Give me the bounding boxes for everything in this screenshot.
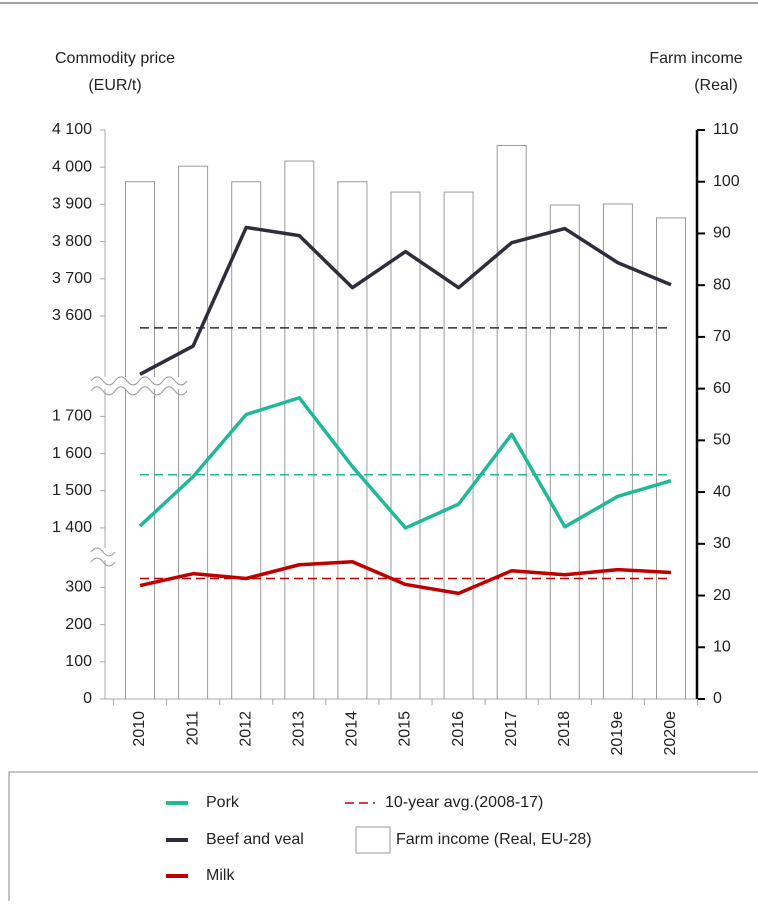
y-tick-label: 3 900 bbox=[52, 196, 92, 213]
legend-label: Beef and veal bbox=[206, 831, 304, 848]
y2-tick-label: 90 bbox=[713, 225, 731, 242]
y-tick-label: 300 bbox=[65, 579, 92, 596]
y-axis-label: (EUR/t) bbox=[88, 77, 141, 94]
y2-axis-label: (Real) bbox=[694, 77, 738, 94]
x-tick-label: 2019e bbox=[609, 711, 626, 756]
y2-tick-label: 50 bbox=[713, 432, 731, 449]
x-tick-label: 2012 bbox=[237, 711, 254, 747]
bar bbox=[231, 181, 262, 700]
y-tick-label: 3 800 bbox=[52, 233, 92, 250]
y2-tick-label: 20 bbox=[713, 587, 731, 604]
y-tick-label: 1 400 bbox=[52, 519, 92, 536]
bar bbox=[178, 165, 209, 700]
bar bbox=[125, 181, 155, 700]
line-series bbox=[138, 396, 672, 530]
y2-tick-label: 110 bbox=[713, 121, 739, 138]
legend-box bbox=[8, 771, 758, 906]
y2-tick-label: 80 bbox=[713, 276, 731, 293]
x-tick-label: 2016 bbox=[450, 711, 467, 747]
legend-swatch bbox=[355, 826, 391, 854]
x-tick-label: 2015 bbox=[397, 711, 414, 747]
y-tick-label: 100 bbox=[65, 653, 92, 670]
axis-break-gap bbox=[103, 376, 193, 389]
y-tick-label: 1 700 bbox=[52, 408, 92, 425]
bar bbox=[337, 181, 368, 700]
line-series bbox=[139, 560, 672, 596]
line-series bbox=[139, 225, 672, 376]
bar bbox=[549, 204, 580, 700]
y-tick-label: 1 600 bbox=[52, 445, 92, 462]
y2-tick-label: 100 bbox=[713, 173, 740, 190]
y2-tick-label: 30 bbox=[713, 535, 731, 552]
y-axis-label: Commodity price bbox=[55, 50, 175, 67]
y2-tick-label: 0 bbox=[713, 690, 722, 707]
x-tick-label: 2013 bbox=[291, 711, 308, 747]
legend-label: Farm income (Real, EU-28) bbox=[396, 831, 592, 848]
y2-axis-label: Farm income bbox=[649, 50, 742, 67]
y2-tick-label: 70 bbox=[713, 328, 731, 345]
x-tick-label: 2017 bbox=[503, 711, 520, 747]
y2-tick-label: 40 bbox=[713, 483, 731, 500]
axis-break-mark bbox=[90, 557, 116, 567]
y-tick-label: 3 700 bbox=[52, 270, 92, 287]
y-tick-label: 4 000 bbox=[52, 158, 92, 175]
bar bbox=[390, 191, 421, 700]
bar bbox=[443, 191, 474, 700]
x-tick-label: 2020e bbox=[662, 711, 679, 756]
bar bbox=[656, 217, 686, 700]
x-tick-label: 2014 bbox=[344, 711, 361, 747]
bar bbox=[602, 203, 633, 700]
x-tick-label: 2011 bbox=[184, 711, 201, 746]
y-tick-label: 0 bbox=[83, 690, 92, 707]
y-tick-label: 200 bbox=[65, 616, 92, 633]
axis-break-mark bbox=[90, 386, 188, 396]
y2-tick-label: 10 bbox=[713, 638, 731, 655]
legend-label: Pork bbox=[206, 794, 240, 811]
x-tick-label: 2010 bbox=[131, 711, 148, 747]
y2-tick-label: 60 bbox=[713, 380, 731, 397]
y-tick-label: 3 600 bbox=[52, 307, 92, 324]
x-tick-label: 2018 bbox=[556, 711, 573, 747]
legend-label: Milk bbox=[206, 867, 235, 884]
bar bbox=[496, 145, 527, 700]
y-tick-label: 1 500 bbox=[52, 482, 92, 499]
legend-label: 10-year avg.(2008-17) bbox=[385, 794, 543, 811]
bar bbox=[284, 160, 315, 700]
y-tick-label: 4 100 bbox=[52, 121, 92, 138]
axis-break-mark bbox=[90, 376, 188, 386]
axis-break-mark bbox=[90, 547, 116, 557]
